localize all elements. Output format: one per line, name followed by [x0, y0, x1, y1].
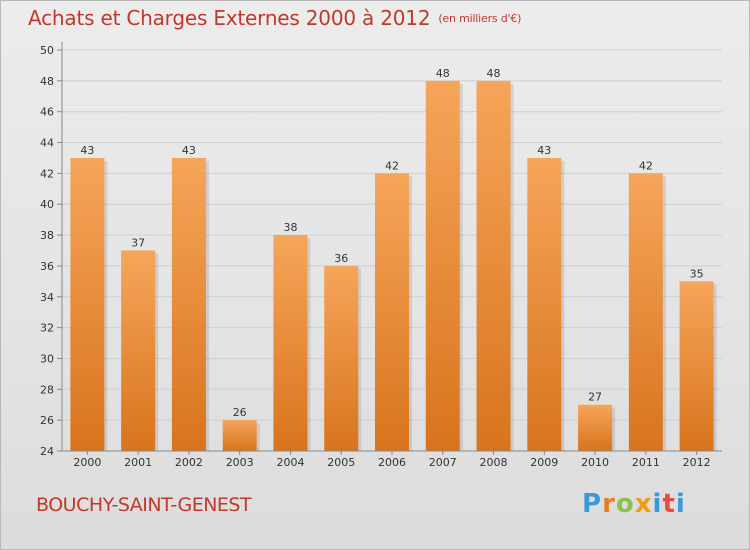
bar-2004 [273, 235, 308, 451]
bar-2007 [425, 80, 460, 451]
bar-2010 [578, 404, 613, 451]
value-label-2006: 42 [385, 159, 399, 172]
bar-2009 [527, 157, 562, 451]
x-tick-label-2005: 2005 [327, 456, 355, 469]
bar-2012 [679, 281, 714, 451]
value-label-2012: 35 [690, 267, 704, 280]
y-tick-label-42: 42 [40, 167, 54, 180]
value-label-2005: 36 [334, 252, 348, 265]
value-label-2003: 26 [233, 406, 247, 419]
y-tick-label-46: 46 [40, 106, 54, 119]
x-tick-label-2004: 2004 [276, 456, 304, 469]
y-tick-label-36: 36 [40, 260, 54, 273]
y-tick-label-28: 28 [40, 383, 54, 396]
bars: 43 37 43 26 38 36 42 48 48 43 27 42 35 [70, 67, 717, 451]
proxiti-logo[interactable]: Proxiti [582, 489, 686, 519]
x-tick-label-2007: 2007 [429, 456, 457, 469]
bar-2011 [628, 173, 663, 451]
x-tick-label-2012: 2012 [683, 456, 711, 469]
x-tick-label-2010: 2010 [581, 456, 609, 469]
value-label-2008: 48 [487, 67, 501, 80]
value-label-2001: 37 [131, 237, 145, 250]
y-tick-label-48: 48 [40, 75, 54, 88]
y-tick-label-40: 40 [40, 198, 54, 211]
x-tick-label-2009: 2009 [530, 456, 558, 469]
x-tick-label-2003: 2003 [226, 456, 254, 469]
bar-2001 [121, 250, 156, 451]
y-tick-label-34: 34 [40, 291, 54, 304]
y-tick-label-30: 30 [40, 352, 54, 365]
bar-2005 [324, 265, 359, 451]
chart-title-text: Achats et Charges Externes 2000 à 2012 [28, 6, 431, 30]
value-label-2010: 27 [588, 391, 602, 404]
x-tick-label-2002: 2002 [175, 456, 203, 469]
y-tick-label-24: 24 [40, 445, 54, 458]
x-tick-label-2006: 2006 [378, 456, 406, 469]
chart-subtitle: (en milliers d'€) [438, 12, 522, 25]
bar-2003 [222, 420, 257, 451]
value-label-2004: 38 [283, 221, 297, 234]
value-label-2007: 48 [436, 67, 450, 80]
y-tick-label-38: 38 [40, 229, 54, 242]
bar-2002 [171, 157, 206, 451]
y-tick-label-50: 50 [40, 44, 54, 57]
y-tick-label-32: 32 [40, 322, 54, 335]
y-tick-label-26: 26 [40, 414, 54, 427]
place-name: BOUCHY-SAINT-GENEST [36, 494, 252, 516]
bar-2006 [375, 173, 409, 451]
value-label-2011: 42 [639, 159, 653, 172]
bar-2000 [70, 157, 105, 451]
chart-title: Achats et Charges Externes 2000 à 2012 (e… [28, 6, 521, 30]
x-tick-label-2001: 2001 [124, 456, 152, 469]
x-tick-label-2008: 2008 [480, 456, 508, 469]
axes: 24 26 28 30 32 34 36 38 40 42 44 46 48 50 2000 2001 2002… [40, 42, 722, 469]
value-label-2009: 43 [537, 144, 551, 157]
value-label-2002: 43 [182, 144, 196, 157]
value-label-2000: 43 [80, 144, 94, 157]
y-tick-label-44: 44 [40, 137, 54, 150]
x-tick-label-2000: 2000 [73, 456, 101, 469]
x-tick-label-2011: 2011 [632, 456, 660, 469]
bar-2008 [476, 80, 511, 451]
